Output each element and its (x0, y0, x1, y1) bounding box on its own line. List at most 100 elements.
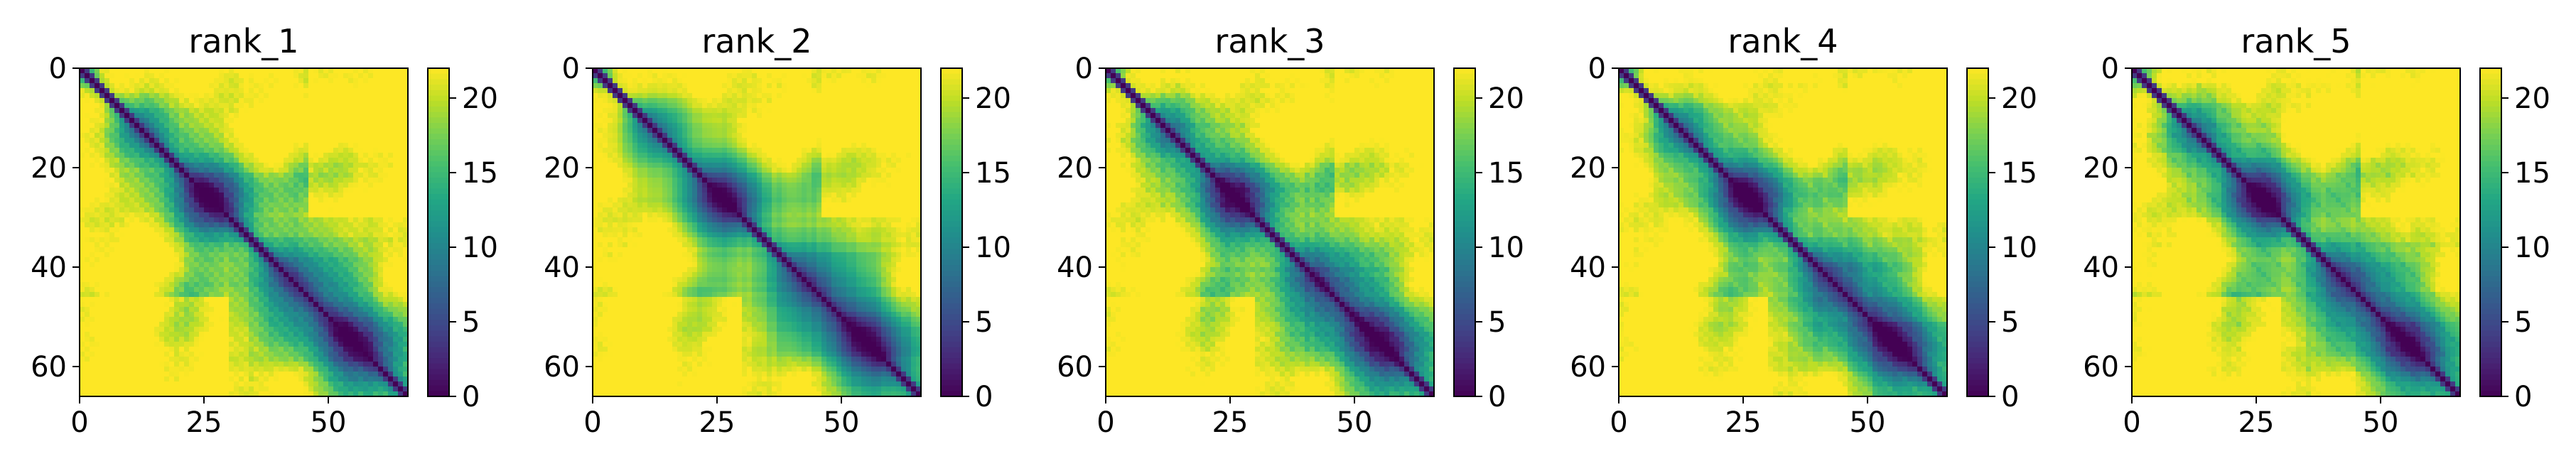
heatmap-cell (318, 188, 323, 193)
heatmap-cell (348, 202, 353, 207)
heatmap-cell (279, 197, 284, 202)
heatmap-cell (623, 68, 627, 73)
heatmap-cell (80, 342, 85, 347)
heatmap-cell (224, 88, 229, 93)
heatmap-cell (119, 197, 124, 202)
heatmap-cell (204, 237, 209, 242)
heatmap-cell (80, 272, 85, 277)
heatmap-cell (214, 118, 219, 123)
heatmap-cell (154, 352, 159, 357)
heatmap-cell (229, 337, 234, 342)
heatmap-cell (129, 153, 134, 158)
heatmap-cell (194, 332, 199, 337)
heatmap-cell (239, 242, 244, 247)
heatmap-cell (298, 173, 303, 178)
heatmap-cell (298, 217, 303, 222)
heatmap-cell (219, 168, 224, 173)
heatmap-cell (279, 222, 284, 227)
heatmap-cell (179, 83, 184, 88)
heatmap-cell (264, 68, 269, 73)
heatmap-cell (204, 148, 209, 153)
heatmap-cell (194, 188, 199, 193)
heatmap-cell (289, 322, 293, 327)
heatmap-cell (234, 252, 239, 257)
heatmap-cell (393, 178, 398, 183)
heatmap-cell (697, 73, 702, 78)
heatmap-cell (343, 118, 348, 123)
heatmap-cell (134, 163, 139, 168)
heatmap-cell (189, 113, 194, 118)
heatmap-cell (318, 347, 323, 352)
heatmap-cell (358, 267, 363, 272)
heatmap-cell (313, 158, 318, 163)
heatmap-cell (398, 202, 403, 207)
heatmap-cell (338, 123, 343, 128)
heatmap-cell (80, 78, 85, 83)
heatmap-cell (363, 322, 368, 327)
heatmap-cell (308, 178, 313, 183)
heatmap-cell (179, 93, 184, 98)
heatmap-cell (398, 317, 403, 322)
heatmap-cell (647, 78, 652, 83)
heatmap-cell (164, 197, 169, 202)
heatmap-cell (279, 376, 284, 381)
heatmap-cell (159, 128, 164, 133)
heatmap-cell (159, 252, 164, 257)
heatmap-cell (244, 183, 249, 188)
heatmap-cell (179, 128, 184, 133)
heatmap-cell (383, 372, 388, 376)
heatmap-cell (209, 133, 214, 138)
heatmap-cell (80, 143, 85, 148)
colorbar-segment (428, 216, 449, 222)
heatmap-cell (269, 381, 274, 386)
heatmap-cell (219, 158, 224, 163)
heatmap-cell (209, 178, 214, 183)
heatmap-cell (398, 332, 403, 337)
heatmap-cell (229, 217, 234, 222)
heatmap-cell (323, 118, 328, 123)
heatmap-cell (677, 83, 682, 88)
heatmap-cell (398, 128, 403, 133)
heatmap-cell (358, 352, 363, 357)
heatmap-cell (95, 138, 99, 143)
heatmap-cell (303, 337, 308, 342)
heatmap-cell (169, 163, 174, 168)
heatmap-cell (323, 78, 328, 83)
heatmap-cell (383, 207, 388, 212)
heatmap-cell (388, 352, 393, 357)
heatmap-cell (194, 98, 199, 103)
heatmap-cell (328, 337, 333, 342)
heatmap-cell (219, 282, 224, 287)
heatmap-cell (114, 242, 119, 247)
heatmap-cell (338, 242, 343, 247)
heatmap-cell (697, 78, 702, 83)
heatmap-cell (85, 322, 90, 327)
heatmap-cell (214, 153, 219, 158)
heatmap-cell (194, 73, 199, 78)
heatmap-cell (797, 93, 802, 98)
heatmap-cell (876, 103, 881, 108)
heatmap-cell (269, 327, 274, 332)
heatmap-cell (249, 68, 254, 73)
heatmap-cell (368, 93, 373, 98)
heatmap-cell (80, 113, 85, 118)
heatmap-cell (179, 217, 184, 222)
heatmap-cell (598, 73, 603, 78)
heatmap-cell (144, 307, 149, 312)
heatmap-cell (378, 307, 383, 312)
heatmap-cell (144, 347, 149, 352)
heatmap-cell (229, 212, 234, 217)
heatmap-cell (826, 103, 831, 108)
heatmap-cell (229, 386, 234, 391)
heatmap-cell (189, 188, 194, 193)
heatmap-cell (358, 282, 363, 287)
heatmap-cell (328, 287, 333, 292)
heatmap-cell (682, 98, 687, 103)
heatmap-cell (747, 83, 752, 88)
heatmap-cell (378, 352, 383, 357)
heatmap-cell (229, 118, 234, 123)
heatmap-cell (797, 73, 802, 78)
heatmap-cell (169, 143, 174, 148)
heatmap-cell (812, 78, 817, 83)
heatmap-cell (343, 272, 348, 277)
